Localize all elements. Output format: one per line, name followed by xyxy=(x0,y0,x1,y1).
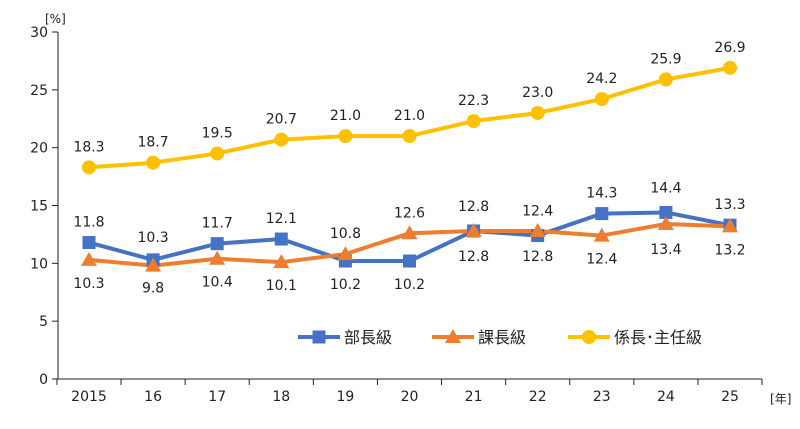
series-1-data-label: 14.4 xyxy=(650,180,681,196)
series-2-marker xyxy=(722,218,738,233)
series-2-marker xyxy=(401,225,418,240)
x-tick-label: 19 xyxy=(336,389,354,405)
series-3-data-label: 22.3 xyxy=(458,93,489,109)
series-1-data-label: 11.8 xyxy=(73,215,104,231)
series-3-data-label: 18.7 xyxy=(138,135,169,151)
series-2-marker xyxy=(465,222,482,237)
x-tick-label: 21 xyxy=(465,389,483,405)
series-3-marker xyxy=(530,105,545,120)
series-3-marker xyxy=(402,129,417,144)
y-tick-label: 30 xyxy=(30,25,48,41)
legend-marker xyxy=(445,329,461,343)
series-3-data-label: 20.7 xyxy=(266,112,297,128)
legend: 部長級 課長級 係長･主任級 xyxy=(298,328,702,347)
series-2-marker xyxy=(657,216,674,231)
axes: 0 5 10 15 20 25 30[%] 2015 16 17 18 19 20 21 22 23 24 25 [… xyxy=(30,12,791,406)
y-tick-label: 10 xyxy=(30,256,48,272)
x-tick-label: 22 xyxy=(529,389,547,405)
series-2-marker xyxy=(145,257,162,272)
series-2-data-label: 10.1 xyxy=(266,278,297,294)
series-2-marker xyxy=(337,246,354,261)
series-2-data-label: 12.4 xyxy=(586,252,617,268)
series-3-data-label: 21.0 xyxy=(394,108,425,124)
series-3-marker xyxy=(658,72,673,87)
legend-item: 部長級 xyxy=(298,328,392,347)
legend-label: 課長級 xyxy=(478,328,526,347)
y-tick-label: 5 xyxy=(39,314,48,330)
series-3-marker xyxy=(723,60,737,75)
legend-item: 係長･主任級 xyxy=(568,328,702,347)
series-3-data-label: 21.0 xyxy=(330,108,361,124)
series-3-data-label: 25.9 xyxy=(650,51,681,67)
series-1-data-label: 10.2 xyxy=(394,277,425,293)
series-1-data-label: 10.3 xyxy=(138,230,169,246)
series-3-marker xyxy=(594,92,609,107)
series-2-data-label: 12.8 xyxy=(458,249,489,265)
legend-item: 課長級 xyxy=(432,328,526,347)
series-1-marker xyxy=(595,207,609,221)
series-2-data-label: 13.2 xyxy=(714,242,745,258)
series-2-data-label: 10.3 xyxy=(73,276,104,292)
series-2-marker xyxy=(593,227,610,242)
series-2-marker xyxy=(273,254,290,269)
series-1-marker xyxy=(274,232,288,246)
series-3-marker xyxy=(466,114,481,129)
y-tick-label: 20 xyxy=(30,141,48,157)
series-1-marker xyxy=(403,254,416,268)
legend-label: 係長･主任級 xyxy=(614,328,702,347)
series-2-data-label: 12.6 xyxy=(394,205,425,221)
x-tick-label: 17 xyxy=(208,389,226,405)
series-3-data-label: 18.3 xyxy=(73,139,104,155)
series-1-data-label: 14.3 xyxy=(586,186,617,202)
series-1-marker xyxy=(82,236,96,250)
x-tick-label: 18 xyxy=(272,389,290,405)
y-tick-label: 15 xyxy=(30,199,48,215)
series-1-data-label: 11.7 xyxy=(202,216,233,232)
legend-marker xyxy=(582,330,596,344)
x-unit-label: [年] xyxy=(770,392,791,406)
x-tick-label: 2015 xyxy=(71,389,107,405)
series-1-data-label: 10.2 xyxy=(330,277,361,293)
series-1-data-label: 12.1 xyxy=(266,211,297,227)
series-3-data-label: 24.2 xyxy=(586,71,617,87)
legend-label: 部長級 xyxy=(344,328,392,347)
series-3-marker xyxy=(338,129,353,144)
legend-marker xyxy=(312,330,326,344)
series-3-marker xyxy=(146,155,161,170)
series-markers xyxy=(81,60,738,272)
series-1-data-label: 12.4 xyxy=(522,204,553,220)
series-3-marker xyxy=(210,146,225,161)
series-2-marker xyxy=(209,250,226,265)
x-tick-label: 20 xyxy=(401,389,419,405)
series-2-data-label: 9.8 xyxy=(142,281,164,297)
x-tick-label: 25 xyxy=(721,389,739,405)
series-3-data-label: 26.9 xyxy=(714,40,745,56)
series-3-data-label: 19.5 xyxy=(202,125,233,141)
series-1-marker xyxy=(659,205,673,219)
y-tick-label: 25 xyxy=(30,83,48,99)
x-tick-label: 24 xyxy=(657,389,675,405)
series-2-data-label: 10.8 xyxy=(330,226,361,242)
series-2-data-label: 12.8 xyxy=(522,249,553,265)
x-tick-label: 23 xyxy=(593,389,611,405)
series-3-data-label: 23.0 xyxy=(522,85,553,101)
data-labels: 11.8 10.3 11.7 12.1 10.2 10.2 12.8 12.4 14.3 14.4… xyxy=(73,40,745,297)
series-2-marker xyxy=(81,251,97,266)
y-unit-label: [%] xyxy=(45,12,66,26)
series-1-data-label: 12.8 xyxy=(458,199,489,215)
series-1-data-label: 13.3 xyxy=(714,197,745,213)
series-1-marker xyxy=(210,237,224,251)
y-tick-label: 0 xyxy=(39,372,48,388)
series-2-marker xyxy=(529,222,546,237)
series-2-data-label: 10.4 xyxy=(202,275,233,291)
x-tick-label: 16 xyxy=(144,389,162,405)
series-2-data-label: 13.4 xyxy=(650,242,681,258)
series-3-marker xyxy=(274,132,289,147)
series-3-marker xyxy=(82,160,96,175)
